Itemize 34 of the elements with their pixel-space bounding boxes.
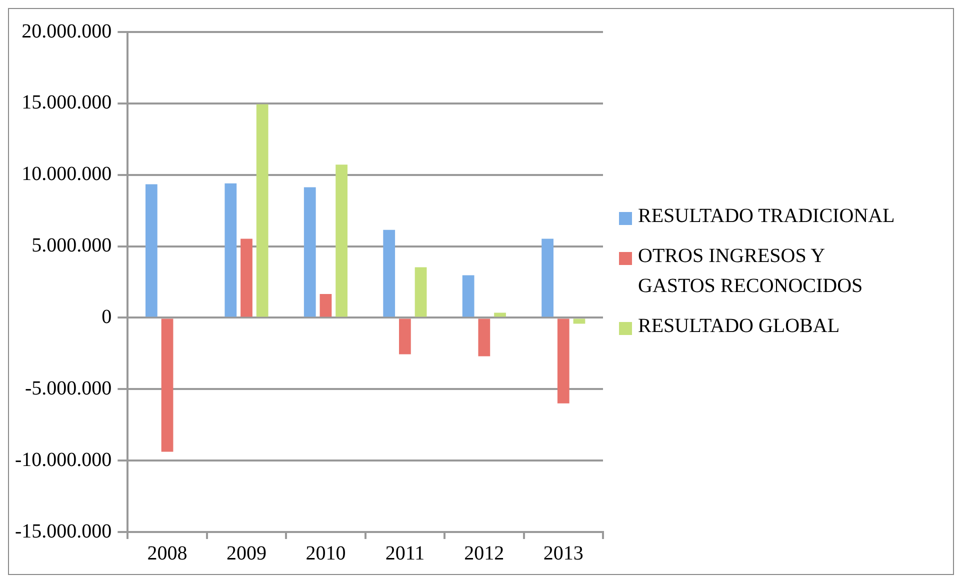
bar bbox=[336, 164, 348, 317]
y-tick-label: 0 bbox=[102, 306, 112, 328]
legend-label: RESULTADO GLOBAL bbox=[638, 314, 840, 338]
bar bbox=[383, 230, 396, 317]
bar bbox=[462, 275, 474, 317]
bar bbox=[256, 104, 268, 317]
y-tick-label: 10.000.000 bbox=[22, 163, 112, 186]
x-tick-label: 2010 bbox=[306, 542, 346, 564]
bar bbox=[478, 318, 490, 356]
x-tick-label: 2009 bbox=[226, 542, 266, 564]
y-tick-label: -15.000.000 bbox=[14, 520, 112, 542]
y-tick-label: -5.000.000 bbox=[24, 377, 112, 400]
x-tick-label: 2012 bbox=[464, 542, 504, 564]
x-tick-label: 2011 bbox=[385, 542, 425, 564]
x-tick-label: 2013 bbox=[543, 542, 584, 564]
bar bbox=[557, 318, 570, 404]
bar bbox=[304, 187, 316, 317]
y-tick-label: -10.000.000 bbox=[14, 448, 112, 471]
bar bbox=[399, 318, 411, 354]
x-tick-label: 2008 bbox=[147, 542, 188, 564]
y-tick-label: 20.000.000 bbox=[22, 20, 112, 42]
bar bbox=[224, 183, 237, 317]
bar bbox=[494, 312, 506, 317]
bar bbox=[320, 294, 332, 317]
y-tick-label: 5.000.000 bbox=[32, 234, 112, 257]
legend-label: OTROS INGRESOS Y GASTOS RECONOCIDOS bbox=[638, 244, 864, 298]
bar bbox=[161, 318, 174, 452]
bar bbox=[542, 238, 554, 317]
bar bbox=[573, 318, 586, 324]
y-tick-label: 15.000.000 bbox=[22, 92, 112, 114]
bar bbox=[145, 184, 158, 317]
bar bbox=[414, 267, 427, 317]
bar bbox=[240, 238, 252, 317]
legend-label: RESULTADO TRADICIONAL bbox=[638, 204, 895, 228]
